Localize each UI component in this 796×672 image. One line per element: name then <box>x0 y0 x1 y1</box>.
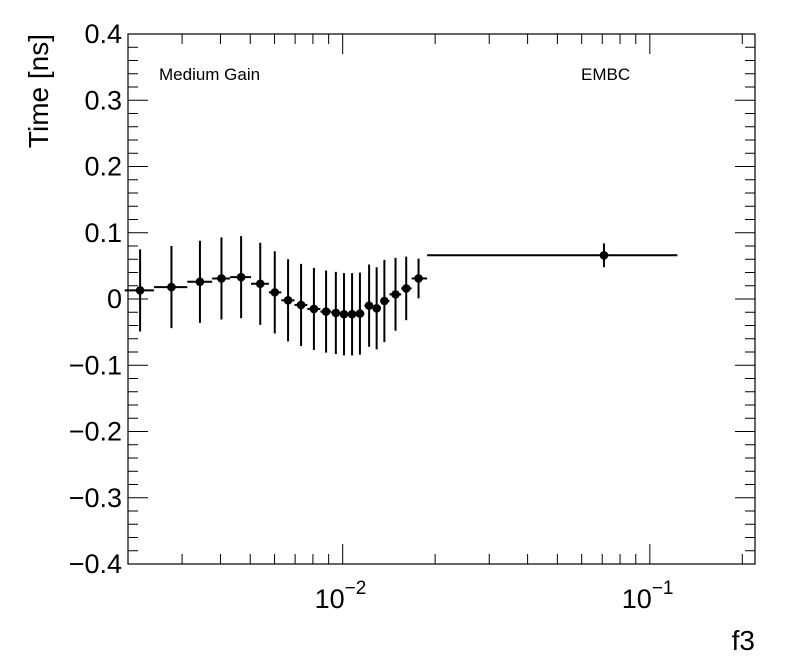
data-point-group <box>251 242 269 325</box>
data-point <box>331 308 341 318</box>
data-point-group <box>339 273 349 356</box>
data-point <box>355 309 365 318</box>
x-axis-label: f3 <box>732 625 755 656</box>
y-axis-label: Time [ns] <box>23 34 54 148</box>
y-tick-label: 0.2 <box>84 152 122 182</box>
data-point-group <box>331 271 341 354</box>
x-tick-label-base: 10 <box>315 584 345 614</box>
y-tick-label: 0.1 <box>84 218 122 248</box>
x-tick-labels: 10 −2 10 −1 <box>315 578 674 614</box>
data-point-group <box>411 258 428 299</box>
data-point-group <box>153 246 188 329</box>
data-point-group <box>372 267 381 350</box>
axis-ticks <box>127 33 755 565</box>
y-tick-label: −0.4 <box>69 549 122 579</box>
data-point-group <box>320 270 332 353</box>
plot-frame <box>127 33 756 565</box>
data-point-group <box>364 264 374 347</box>
y-tick-label: −0.2 <box>69 417 122 447</box>
data-point <box>401 284 411 293</box>
x-tick-label-base: 10 <box>622 584 652 614</box>
data-point <box>217 274 226 283</box>
y-tick-label: 0 <box>107 284 122 314</box>
data-point <box>599 250 609 260</box>
data-point <box>321 307 331 316</box>
data-point <box>283 296 293 305</box>
y-tick-labels: 0.4 0.3 0.2 0.1 0 −0.1 −0.2 −0.3 −0.4 <box>69 19 122 579</box>
y-tick-label: 0.4 <box>84 19 122 49</box>
x-tick-label-exponent: −1 <box>652 578 674 599</box>
data-point-group <box>427 243 678 268</box>
annotation-medium-gain: Medium Gain <box>159 65 260 84</box>
data-point <box>270 288 280 297</box>
data-point <box>236 272 246 282</box>
data-point <box>380 296 389 306</box>
data-point <box>414 274 423 283</box>
y-tick-label: −0.3 <box>69 483 122 513</box>
data-point <box>339 309 349 319</box>
data-point-group <box>281 259 295 342</box>
data-point-group <box>389 257 402 331</box>
data-point <box>255 279 265 289</box>
data-point <box>167 282 176 292</box>
y-tick-label: 0.3 <box>84 85 122 115</box>
data-point-group <box>268 251 282 334</box>
data-point-group <box>401 256 412 321</box>
data-point-group <box>124 249 154 332</box>
data-point <box>195 277 205 287</box>
data-point <box>135 286 145 295</box>
data-point-group <box>212 237 231 320</box>
data-point <box>364 301 374 310</box>
data-point-group <box>307 267 321 351</box>
annotation-embc: EMBC <box>581 65 630 84</box>
data-point-group <box>294 263 308 347</box>
y-tick-label: −0.1 <box>69 350 122 380</box>
data-point <box>391 290 400 299</box>
x-tick-label-exponent: −2 <box>345 578 367 599</box>
data-point-group <box>230 236 252 319</box>
data-point-group <box>380 259 390 343</box>
data-point-group <box>347 273 357 356</box>
data-series <box>124 236 678 356</box>
data-point-group <box>355 272 365 355</box>
data-point <box>309 304 319 314</box>
data-point <box>347 309 357 319</box>
data-point <box>296 300 306 310</box>
data-point-group <box>187 240 213 323</box>
data-point <box>372 303 381 313</box>
